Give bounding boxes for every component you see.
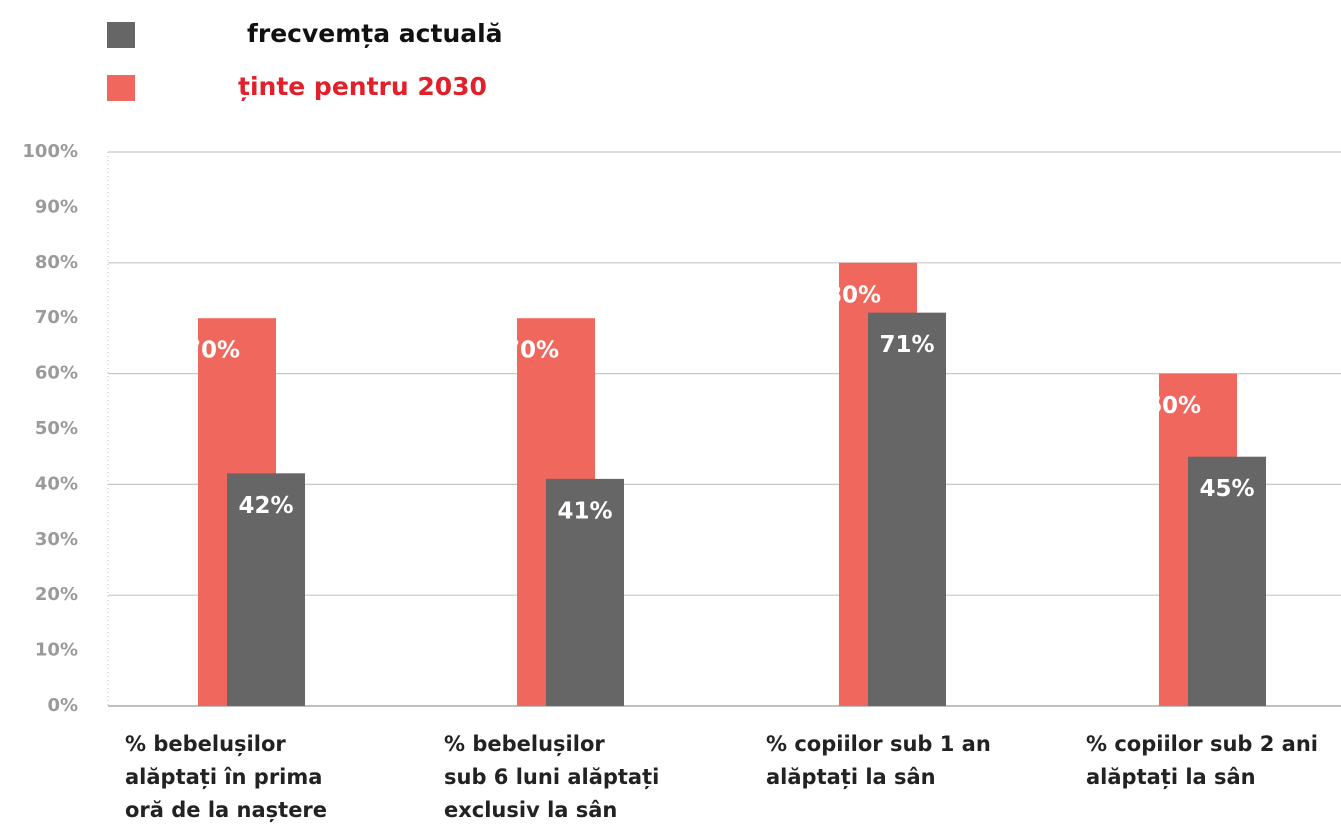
- data-label: 80%: [826, 282, 881, 308]
- data-label: 41%: [557, 498, 612, 524]
- bar: [1188, 456, 1266, 706]
- y-tick-label: 40%: [35, 473, 78, 494]
- y-tick-label: 20%: [35, 584, 78, 605]
- y-tick-label: 0%: [47, 695, 78, 716]
- x-tick-label: % bebelușilor sub 6 luni alăptați exclusiv…: [444, 732, 659, 822]
- bar: [546, 478, 624, 706]
- y-tick-label: 10%: [35, 640, 78, 661]
- x-tick-label: % bebelușilor alăptați în prima oră de la …: [125, 732, 327, 822]
- x-tick-line: alăptați la sân: [1086, 765, 1256, 790]
- x-tick-line: % copiilor sub 2 ani: [1086, 732, 1318, 756]
- bar: [868, 312, 946, 706]
- x-tick-label: % copiilor sub 1 an alăptați la sân: [766, 732, 991, 790]
- x-tick-line: alăptați la sân: [766, 765, 936, 790]
- y-tick-label: 100%: [22, 141, 78, 162]
- y-tick-label: 50%: [35, 418, 78, 439]
- data-label: 45%: [1199, 476, 1254, 502]
- x-tick-line: sub 6 luni alăptați: [444, 765, 659, 790]
- x-tick-label: % copiilor sub 2 ani alăptați la sân: [1086, 732, 1318, 790]
- x-tick-line: % copiilor sub 1 an: [766, 732, 991, 756]
- data-label: 70%: [185, 338, 240, 364]
- data-label: 70%: [504, 338, 559, 364]
- y-tick-label: 30%: [35, 529, 78, 550]
- y-tick-label: 60%: [35, 363, 78, 384]
- legend-label: frecvemța actuală: [247, 19, 503, 48]
- y-tick-label: 70%: [35, 307, 78, 328]
- x-tick-line: oră de la naștere: [125, 798, 327, 822]
- x-tick-line: exclusiv la sân: [444, 798, 617, 822]
- data-label: 42%: [238, 493, 293, 519]
- bar: [227, 473, 305, 706]
- legend-label: ținte pentru 2030: [238, 72, 487, 101]
- x-tick-line: % bebelușilor: [125, 732, 286, 756]
- y-tick-label: 90%: [35, 196, 78, 217]
- legend-swatch: [107, 75, 135, 101]
- data-label: 60%: [1146, 393, 1201, 419]
- x-tick-line: % bebelușilor: [444, 732, 605, 756]
- data-label: 71%: [879, 332, 934, 358]
- y-tick-label: 80%: [35, 252, 78, 273]
- legend-swatch: [107, 22, 135, 48]
- x-tick-line: alăptați în prima: [125, 765, 322, 790]
